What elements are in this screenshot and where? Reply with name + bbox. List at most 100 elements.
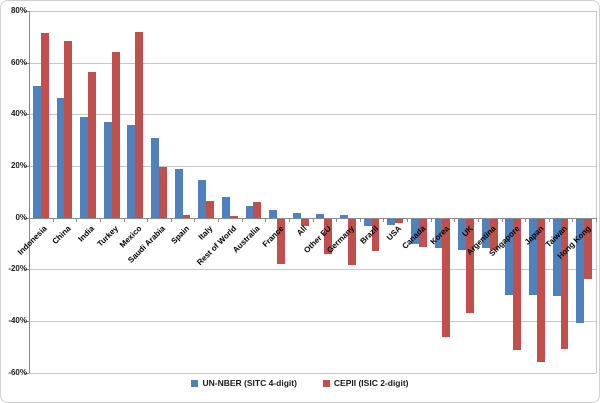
x-axis-tick: [336, 217, 338, 222]
x-axis-category-label: India: [76, 223, 97, 244]
bar-hong-kong-un-nber: [576, 218, 585, 324]
legend-swatch-red-icon: [322, 379, 330, 387]
gridline: [29, 372, 596, 374]
bar-france-un-nber: [269, 209, 278, 218]
bar-uk-un-nber: [458, 218, 467, 250]
x-axis-tick: [501, 217, 503, 222]
bar-saudi-arabia-un-nber: [151, 137, 159, 218]
bar-canada-cepii: [418, 218, 427, 248]
legend: UN-NBER (SITC 4-digit) CEPII (ISIC 2-dig…: [1, 378, 599, 388]
bar-germany-cepii: [347, 218, 356, 266]
bar-usa-cepii: [395, 218, 404, 223]
bar-brazil-cepii: [371, 218, 380, 251]
legend-item-un-nber: UN-NBER (SITC 4-digit): [191, 378, 297, 388]
bar-argentina-cepii: [489, 218, 498, 250]
x-axis-tick: [147, 217, 149, 222]
x-axis-tick: [477, 217, 479, 222]
bar-all-cepii: [300, 218, 309, 227]
bar-italy-un-nber: [198, 180, 207, 218]
y-axis-tick: [25, 166, 29, 167]
gridline: [29, 11, 596, 12]
y-axis-tick: [25, 217, 29, 219]
y-axis-tick-label: 60%: [10, 57, 27, 67]
x-axis-tick: [312, 217, 314, 222]
bar-turkey-cepii: [111, 52, 120, 218]
gridline: [29, 166, 596, 167]
x-axis-tick: [218, 217, 219, 222]
x-axis-tick: [525, 217, 527, 222]
gridline: [29, 62, 596, 64]
bar-spain-un-nber: [174, 168, 183, 218]
bar-australia-cepii: [253, 202, 262, 218]
bar-germany-un-nber: [340, 215, 348, 218]
x-axis-tick: [241, 217, 243, 222]
bar-mexico-cepii: [135, 31, 144, 218]
bar-turkey-un-nber: [103, 122, 112, 218]
bar-india-cepii: [88, 71, 96, 218]
bar-other-eu-un-nber: [316, 213, 325, 218]
gridline: [29, 321, 596, 322]
y-axis-tick: [25, 372, 29, 374]
y-axis-line: [29, 11, 30, 373]
y-axis-tick-label: -20%: [8, 264, 27, 274]
bar-japan-un-nber: [529, 218, 537, 295]
x-axis-tick: [265, 217, 267, 222]
bar-saudi-arabia-cepii: [158, 167, 167, 218]
x-axis-tick: [52, 217, 54, 222]
y-axis-tick: [25, 62, 29, 64]
bar-france-cepii: [277, 218, 285, 264]
x-axis-category-label: China: [50, 223, 73, 246]
y-axis-tick-label: -40%: [8, 316, 27, 325]
x-axis-tick: [170, 217, 172, 222]
x-axis-tick: [407, 217, 408, 222]
x-axis-category-label: Italy: [196, 223, 215, 242]
y-axis-tick-label: -60%: [8, 367, 27, 377]
x-axis-tick: [548, 217, 550, 222]
x-axis-tick: [454, 217, 456, 222]
y-axis-tick-label: 40%: [10, 109, 27, 119]
plot-border-right: [596, 11, 597, 373]
bar-korea-cepii: [442, 218, 451, 338]
bar-indonesia-un-nber: [32, 85, 41, 218]
bar-usa-un-nber: [387, 218, 396, 226]
bar-other-eu-cepii: [324, 218, 333, 254]
x-axis-tick: [430, 217, 432, 222]
x-axis-tick: [29, 217, 30, 222]
bar-rest-of-world-un-nber: [221, 197, 230, 218]
x-axis-tick: [383, 217, 385, 222]
x-axis-tick: [123, 217, 125, 222]
gridline: [29, 114, 596, 116]
x-axis-tick: [194, 217, 196, 222]
y-axis-tick: [25, 269, 29, 271]
legend-item-cepii: CEPII (ISIC 2-digit): [322, 378, 409, 388]
bar-spain-cepii: [182, 215, 191, 218]
x-axis-tick: [76, 217, 78, 222]
x-axis-tick: [99, 217, 101, 222]
y-axis-tick: [25, 321, 29, 322]
legend-label: UN-NBER (SITC 4-digit): [202, 378, 297, 388]
bar-rest-of-world-cepii: [229, 216, 238, 218]
y-axis-tick: [25, 11, 29, 12]
bar-singapore-un-nber: [505, 218, 514, 295]
bar-mexico-un-nber: [127, 124, 136, 218]
bar-indonesia-cepii: [40, 33, 49, 218]
bar-argentina-un-nber: [481, 218, 490, 249]
bar-india-un-nber: [80, 116, 89, 218]
x-axis-category-label: Indonesia: [16, 223, 50, 257]
bar-taiwan-cepii: [560, 218, 569, 350]
y-axis-tick-label: 20%: [10, 161, 27, 170]
bar-china-cepii: [64, 40, 73, 218]
bar-uk-cepii: [466, 218, 474, 313]
bar-brazil-un-nber: [363, 218, 372, 227]
y-axis-tick-label: 0%: [15, 212, 27, 222]
x-axis-category-label: Turkey: [95, 223, 121, 249]
bar-taiwan-un-nber: [552, 218, 561, 297]
legend-swatch-blue-icon: [191, 379, 199, 387]
bar-china-un-nber: [56, 97, 65, 218]
x-axis-category-label: USA: [385, 223, 404, 242]
bar-singapore-cepii: [513, 218, 522, 351]
bar-canada-un-nber: [410, 218, 419, 245]
bar-japan-cepii: [536, 218, 545, 363]
bar-all-un-nber: [292, 212, 301, 218]
